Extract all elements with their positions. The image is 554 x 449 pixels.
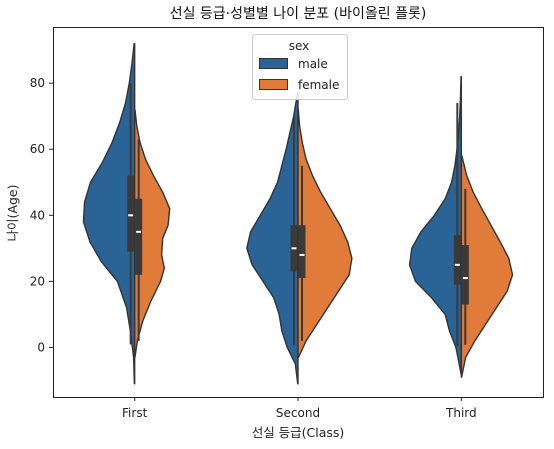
y-axis: 0 20 40 60 80 — [30, 76, 53, 354]
legend-label-female: female — [298, 78, 339, 92]
violin-female-second — [297, 108, 353, 359]
legend-label-male: male — [298, 57, 328, 71]
x-axis: First Second Third — [122, 397, 477, 420]
violin-male-third — [408, 75, 463, 375]
violin-female-first — [133, 108, 171, 359]
violin-male-first — [82, 42, 136, 385]
y-tick-label: 0 — [37, 340, 45, 354]
iqr-box-male-third — [453, 235, 461, 285]
iqr-box-female-third — [461, 245, 469, 305]
violin-male-second — [246, 92, 299, 385]
x-tick-label-second: Second — [276, 406, 320, 420]
legend: sex male female — [252, 34, 348, 100]
legend-title: sex — [289, 39, 310, 53]
iqr-box-female-second — [298, 225, 306, 279]
x-axis-title: 선실 등급(Class) — [252, 425, 345, 440]
x-tick-label-first: First — [122, 406, 148, 420]
chart-title: 선실 등급·성별별 나이 분포 (바이올린 플롯) — [170, 6, 427, 22]
y-tick-label: 60 — [30, 142, 45, 156]
plot-area — [82, 42, 514, 385]
legend-swatch-male — [259, 58, 288, 69]
iqr-box-female-first — [135, 198, 143, 275]
violin-female-third — [460, 155, 514, 378]
y-axis-title: 나이(Age) — [5, 185, 20, 242]
y-tick-label: 40 — [30, 208, 45, 222]
y-tick-label: 80 — [30, 76, 45, 90]
legend-swatch-female — [259, 79, 288, 90]
iqr-box-male-first — [127, 175, 135, 252]
y-tick-label: 20 — [30, 274, 45, 288]
x-tick-label-third: Third — [445, 406, 477, 420]
